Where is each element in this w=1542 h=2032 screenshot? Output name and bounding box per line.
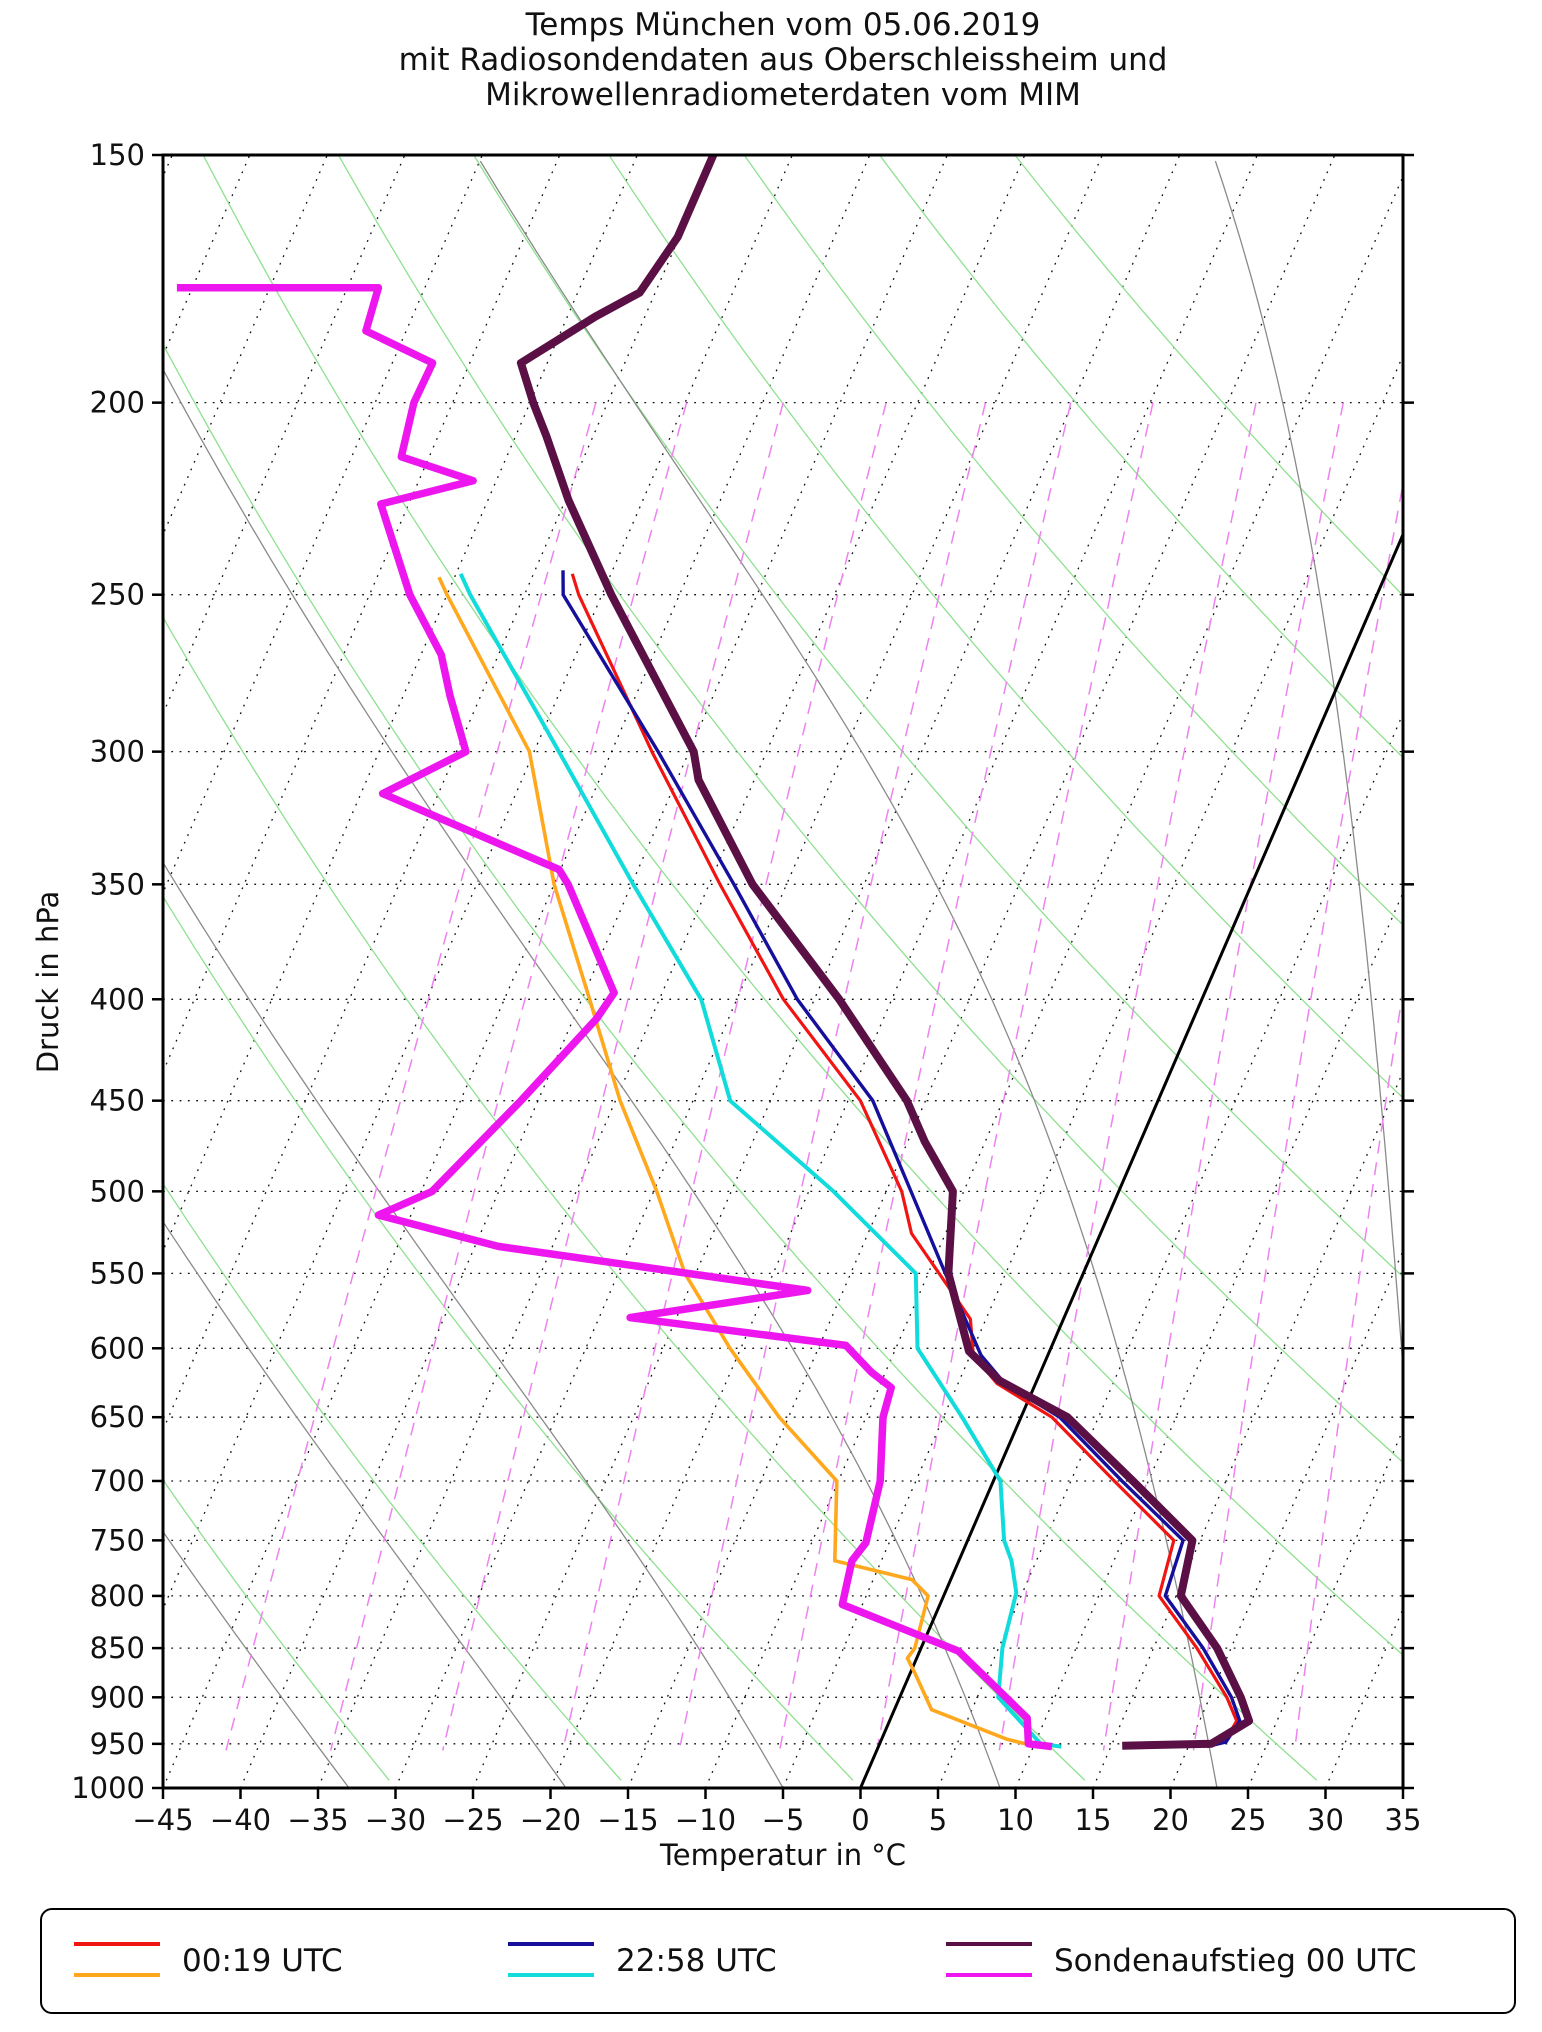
plot-area xyxy=(163,155,1403,1788)
y-tick-label: 650 xyxy=(90,1400,145,1434)
x-tick-label: 30 xyxy=(1307,1803,1344,1837)
axis-ticks: −45 −40 −35 −30 −25 −20 −15 −10 −5 0 5 10 15 20 25 30 35… xyxy=(71,138,1421,1837)
y-tick-label: 750 xyxy=(90,1523,145,1557)
x-tick-label: 10 xyxy=(997,1803,1034,1837)
x-tick-label: −45 xyxy=(132,1803,193,1837)
legend-line-swatch xyxy=(74,1942,160,1977)
x-axis-label: Temperatur in °C xyxy=(659,1838,907,1872)
y-tick-label: 950 xyxy=(90,1727,145,1761)
legend-label: 22:58 UTC xyxy=(616,1943,777,1979)
y-tick-label: 900 xyxy=(90,1680,145,1714)
x-tick-label: −25 xyxy=(442,1803,503,1837)
y-tick-label: 450 xyxy=(90,1084,145,1118)
legend: 00:19 UTC 22:58 UTC Sondenaufstieg 00 UTC xyxy=(40,1908,1516,2014)
y-tick-label: 1000 xyxy=(71,1771,145,1805)
legend-label: Sondenaufstieg 00 UTC xyxy=(1054,1943,1417,1979)
y-tick-label: 550 xyxy=(90,1256,145,1290)
y-tick-label: 850 xyxy=(90,1631,145,1665)
series-sondenaufstieg-00-utc-temperatur xyxy=(516,155,1254,1750)
y-tick-label: 800 xyxy=(90,1579,145,1613)
legend-label: 00:19 UTC xyxy=(182,1943,343,1979)
x-tick-label: 5 xyxy=(929,1803,947,1837)
x-tick-label: −10 xyxy=(675,1803,736,1837)
x-tick-label: 25 xyxy=(1230,1803,1267,1837)
x-tick-label: −5 xyxy=(762,1803,805,1837)
x-tick-label: −35 xyxy=(287,1803,348,1837)
chart-title-line-2: mit Radiosondendaten aus Oberschleisshei… xyxy=(398,42,1168,78)
x-tick-label: −15 xyxy=(597,1803,658,1837)
y-tick-label: 300 xyxy=(90,735,145,769)
y-tick-label: 600 xyxy=(90,1331,145,1365)
chart-title-line-3: Mikrowellenradiometerdaten vom MIM xyxy=(485,77,1081,113)
y-axis-label: Druck in hPa xyxy=(31,890,65,1074)
series-00-19-utc-taupunkt xyxy=(437,576,1026,1746)
y-tick-label: 250 xyxy=(90,578,145,612)
x-tick-label: 20 xyxy=(1152,1803,1189,1837)
y-tick-label: 500 xyxy=(90,1174,145,1208)
legend-line-swatch xyxy=(946,1942,1032,1977)
x-tick-label: −30 xyxy=(365,1803,426,1837)
chart-title-line-1: Temps München vom 05.06.2019 xyxy=(525,7,1041,43)
y-tick-label: 350 xyxy=(90,867,145,901)
series-sondenaufstieg-00-utc-taupunkt xyxy=(176,283,1053,1751)
x-tick-label: 0 xyxy=(851,1803,869,1837)
x-tick-label: −40 xyxy=(210,1803,271,1837)
x-tick-label: −20 xyxy=(520,1803,581,1837)
x-tick-label: 15 xyxy=(1075,1803,1112,1837)
legend-line-swatch xyxy=(508,1942,594,1977)
series-22-58-utc-taupunkt xyxy=(458,572,1062,1749)
y-tick-label: 200 xyxy=(90,386,145,420)
y-tick-label: 150 xyxy=(90,138,145,172)
y-tick-label: 700 xyxy=(90,1464,145,1498)
y-tick-label: 400 xyxy=(90,982,145,1016)
x-tick-label: 35 xyxy=(1385,1803,1422,1837)
